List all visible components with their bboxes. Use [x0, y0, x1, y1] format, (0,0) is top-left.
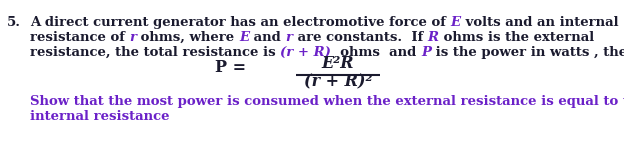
Text: are constants.  If: are constants. If	[293, 31, 427, 44]
Text: ohms  and: ohms and	[331, 46, 421, 59]
Text: and: and	[250, 31, 286, 44]
Text: P =: P =	[215, 59, 246, 76]
Text: P: P	[421, 46, 431, 59]
Text: volts and an internal: volts and an internal	[461, 16, 618, 29]
Text: E: E	[239, 31, 250, 44]
Text: R: R	[427, 31, 439, 44]
Text: (r + R): (r + R)	[280, 46, 331, 59]
Text: resistance of: resistance of	[30, 31, 130, 44]
Text: (r + R)²: (r + R)²	[304, 73, 373, 90]
Text: A direct current generator has an electromotive force of: A direct current generator has an electr…	[30, 16, 451, 29]
Text: ohms, where: ohms, where	[137, 31, 239, 44]
Text: E²R: E²R	[322, 55, 354, 72]
Text: resistance, the total resistance is: resistance, the total resistance is	[30, 46, 280, 59]
Text: 5.: 5.	[7, 16, 21, 29]
Text: r: r	[130, 31, 137, 44]
Text: is the power in watts , then: is the power in watts , then	[431, 46, 624, 59]
Text: internal resistance: internal resistance	[30, 110, 170, 123]
Text: Show that the most power is consumed when the external resistance is equal to th: Show that the most power is consumed whe…	[30, 95, 624, 108]
Text: r: r	[286, 31, 293, 44]
Text: E: E	[451, 16, 461, 29]
Text: ohms is the external: ohms is the external	[439, 31, 594, 44]
